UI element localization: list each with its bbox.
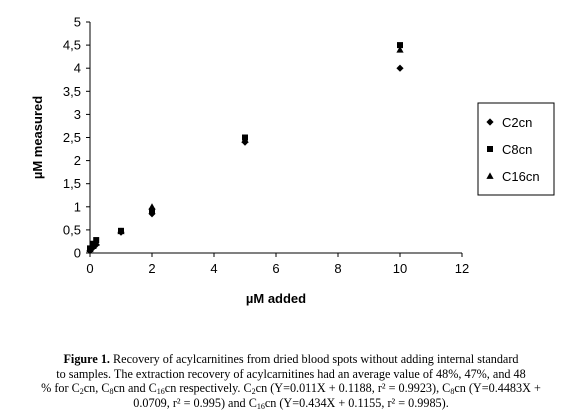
y-tick-label: 5 <box>74 15 81 30</box>
data-point-c16cn <box>117 227 125 235</box>
caption-line-3c: cn and C <box>113 381 157 396</box>
x-tick-labels: 0 2 4 6 8 10 12 <box>86 261 469 276</box>
series-c8cn <box>87 42 403 252</box>
caption-label: Figure 1. <box>63 352 110 366</box>
caption-sub: 8 <box>450 387 455 397</box>
legend-item-c2cn: C2cn <box>486 115 532 130</box>
series-c2cn <box>86 64 404 255</box>
caption-line-4b: cn (Y=0.434X + 0.1155, r² = 0.9985). <box>264 395 449 410</box>
x-axis-label: µM added <box>246 291 306 306</box>
figure-caption: Figure 1. Recovery of acylcarnitines fro… <box>4 352 578 410</box>
x-tick-label: 2 <box>148 261 155 276</box>
legend-marker-c8cn <box>487 146 493 152</box>
y-tick-label: 4 <box>74 61 81 76</box>
caption-sub: 8 <box>109 387 114 397</box>
y-tick-label: 3 <box>74 107 81 122</box>
caption-line-3e: cn (Y=0.011X + 0.1188, r² = 0.9923), C <box>255 381 451 396</box>
x-tick-label: 8 <box>334 261 341 276</box>
x-tick-label: 10 <box>393 261 407 276</box>
caption-line-3a: % for C <box>41 381 80 396</box>
caption-line-3b: cn, C <box>83 381 110 396</box>
y-tick-label: 0,5 <box>63 222 81 237</box>
data-point-c8cn <box>397 42 403 49</box>
caption-line-3d: cn respectively. C <box>164 381 252 396</box>
caption-line-3f: cn (Y=0.4483X + <box>454 381 541 396</box>
legend-marker-c2cn <box>486 118 494 126</box>
data-points <box>86 42 404 255</box>
caption-sub: 2 <box>251 387 256 397</box>
y-tick-label: 1 <box>74 199 81 214</box>
legend-label-c16cn: C16cn <box>502 169 540 184</box>
y-tick-label: 4,5 <box>63 38 81 53</box>
data-point-c8cn <box>149 208 155 215</box>
y-tick-label: 1,5 <box>63 176 81 191</box>
data-point-c16cn <box>241 136 249 143</box>
legend-label-c2cn: C2cn <box>502 115 532 130</box>
caption-sub: 2 <box>79 387 84 397</box>
legend-item-c8cn: C8cn <box>487 142 532 157</box>
caption-sub: 16 <box>256 401 265 411</box>
data-point-c16cn <box>396 46 404 53</box>
y-tick-label: 2 <box>74 153 81 168</box>
y-tick-label: 3,5 <box>63 84 81 99</box>
caption-line-1: Recovery of acylcarnitines from dried bl… <box>113 352 519 366</box>
data-point-c16cn <box>92 239 100 246</box>
caption-sub: 16 <box>156 387 165 397</box>
x-tick-label: 6 <box>272 261 279 276</box>
x-tick-label: 0 <box>86 261 93 276</box>
y-tick-labels: 0 0,5 1 1,5 2 2,5 3 3,5 4 4,5 5 <box>63 15 81 261</box>
series-c16cn <box>86 46 404 253</box>
axes <box>86 21 463 257</box>
caption-line-2: to samples. The extraction recovery of a… <box>56 366 526 381</box>
legend-label-c8cn: C8cn <box>502 142 532 157</box>
legend-marker-c16cn <box>486 172 494 179</box>
legend-item-c16cn: C16cn <box>486 169 540 184</box>
y-tick-label: 0 <box>74 246 81 261</box>
caption-line-4a: 0.0709, r² = 0.995) and C <box>133 395 257 410</box>
legend-items: C2cn C8cn C16cn <box>486 115 540 184</box>
scatter-chart: 0 2 4 6 8 10 12 0 0,5 1 1,5 2 2,5 3 3,5 4 4,5 5 µM added… <box>30 15 555 306</box>
x-tick-label: 4 <box>210 261 217 276</box>
legend: C2cn C8cn C16cn <box>477 102 555 196</box>
data-point-c16cn <box>148 203 156 210</box>
y-axis-label: µM measured <box>30 96 45 179</box>
x-tick-label: 12 <box>455 261 469 276</box>
y-tick-label: 2,5 <box>63 130 81 145</box>
data-point-c2cn <box>396 64 404 72</box>
